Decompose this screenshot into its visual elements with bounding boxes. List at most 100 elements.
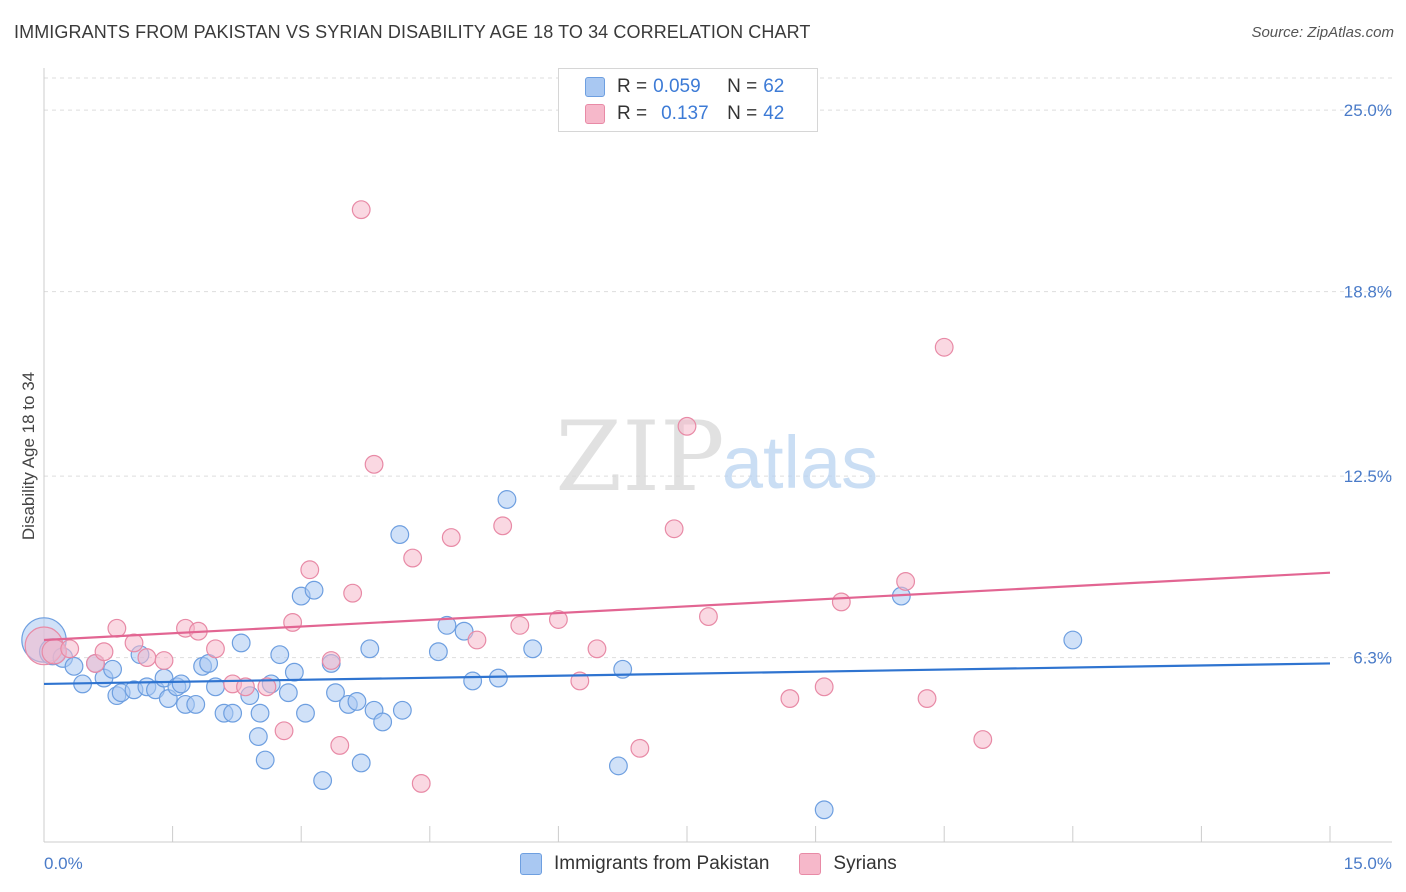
- point-syrians: [630, 738, 650, 758]
- point-syrians: [510, 615, 530, 635]
- point-syrians: [60, 639, 80, 659]
- point-syrians: [330, 735, 350, 755]
- point-pakistan: [347, 692, 367, 711]
- chart-title: IMMIGRANTS FROM PAKISTAN VS SYRIAN DISAB…: [14, 22, 811, 42]
- legend-n-label: N =: [727, 76, 758, 97]
- point-pakistan: [454, 621, 474, 641]
- point-pakistan: [351, 753, 371, 773]
- point-pakistan: [390, 525, 410, 545]
- legend-n-label: N =: [727, 103, 758, 124]
- legend-r-value: 0.059: [653, 76, 701, 97]
- point-syrians: [403, 548, 423, 568]
- point-syrians: [351, 200, 371, 220]
- point-pakistan: [250, 703, 270, 723]
- series-legend: Immigrants from Pakistan Syrians: [520, 852, 927, 876]
- series-label-pakistan: Immigrants from Pakistan: [554, 853, 770, 874]
- point-syrians: [107, 618, 127, 638]
- point-pakistan: [284, 662, 304, 682]
- point-pakistan: [428, 642, 448, 662]
- legend-row-syrians: R = 0.137 N = 42: [585, 101, 784, 127]
- watermark-zip: ZIP: [555, 401, 724, 513]
- series-label-syrians: Syrians: [833, 853, 897, 874]
- point-syrians: [300, 560, 320, 580]
- point-syrians: [257, 677, 277, 697]
- point-pakistan: [304, 580, 324, 600]
- point-syrians: [677, 416, 697, 436]
- point-pakistan: [270, 645, 290, 665]
- point-pakistan: [488, 668, 508, 688]
- point-syrians: [364, 454, 384, 474]
- point-syrians: [137, 648, 157, 668]
- point-pakistan: [313, 771, 333, 790]
- series-legend-item-syrians: Syrians: [799, 853, 897, 875]
- trendline-syrians: [43, 571, 1331, 642]
- x-tick-label: 0.0%: [44, 854, 83, 873]
- point-pakistan: [171, 674, 191, 694]
- point-pakistan: [248, 727, 268, 747]
- legend-r-value: 0.137: [661, 103, 709, 124]
- point-syrians: [441, 528, 461, 547]
- legend-row-pakistan: R = 0.059 N = 62: [585, 74, 785, 100]
- point-syrians: [917, 689, 937, 708]
- point-syrians: [321, 651, 341, 670]
- point-syrians: [124, 633, 144, 653]
- watermark-atlas: atlas: [722, 421, 878, 504]
- point-pakistan: [223, 703, 243, 723]
- tick-labels: 6.3% 12.5% 18.8% 25.0% 0.0% 15.0% Disability A…: [19, 101, 1392, 873]
- point-pakistan: [392, 700, 412, 720]
- series-swatch-blue: [520, 853, 542, 875]
- point-syrians: [206, 639, 225, 659]
- points-layer: [21, 200, 1083, 820]
- point-syrians: [587, 639, 607, 659]
- point-syrians: [814, 677, 834, 697]
- chart-source: Source: ZipAtlas.com: [1251, 24, 1394, 41]
- point-pakistan: [326, 683, 345, 703]
- series-swatch-pink: [799, 853, 822, 875]
- point-pakistan: [103, 659, 123, 679]
- point-syrians: [548, 610, 568, 629]
- point-syrians: [467, 630, 487, 650]
- correlation-legend: R = 0.059 N = 62 R = 0.137 N = 42: [558, 68, 818, 132]
- point-syrians: [154, 651, 174, 670]
- y-tick-label: 12.5%: [1344, 467, 1392, 486]
- trendline-pakistan: [43, 662, 1331, 686]
- point-pakistan: [186, 694, 206, 714]
- point-syrians: [780, 689, 800, 708]
- legend-n-value: 62: [763, 76, 785, 97]
- point-syrians: [699, 607, 718, 627]
- point-pakistan: [255, 750, 275, 770]
- series-legend-item-pakistan: Immigrants from Pakistan: [520, 853, 769, 875]
- point-syrians: [570, 671, 590, 691]
- point-pakistan: [278, 683, 298, 703]
- watermark: ZIP atlas: [555, 401, 878, 513]
- point-pakistan: [463, 671, 483, 691]
- point-syrians: [274, 721, 294, 741]
- point-syrians: [493, 516, 513, 536]
- point-pakistan: [497, 490, 517, 509]
- point-pakistan: [608, 756, 628, 776]
- legend-swatch-pink: [585, 104, 605, 124]
- point-pakistan: [437, 615, 457, 635]
- y-tick-label: 18.8%: [1344, 283, 1392, 302]
- y-tick-label: 25.0%: [1344, 101, 1392, 120]
- point-pakistan: [1063, 630, 1083, 650]
- point-pakistan: [296, 703, 315, 723]
- trend-layer: [43, 571, 1331, 686]
- legend-swatch-blue: [585, 77, 605, 97]
- point-syrians: [343, 583, 363, 603]
- y-axis-title: Disability Age 18 to 34: [19, 372, 38, 540]
- legend-r-label: R =: [617, 103, 648, 124]
- point-pakistan: [523, 639, 543, 659]
- y-tick-label: 6.3%: [1353, 649, 1392, 668]
- point-syrians: [973, 730, 993, 749]
- x-tick-label: 15.0%: [1344, 854, 1392, 873]
- point-syrians: [831, 592, 851, 612]
- point-syrians: [236, 677, 255, 697]
- point-pakistan: [373, 712, 393, 732]
- point-syrians: [94, 642, 114, 662]
- point-pakistan: [64, 656, 84, 676]
- point-syrians: [411, 774, 431, 793]
- point-syrians: [896, 572, 916, 591]
- point-syrians: [664, 519, 684, 539]
